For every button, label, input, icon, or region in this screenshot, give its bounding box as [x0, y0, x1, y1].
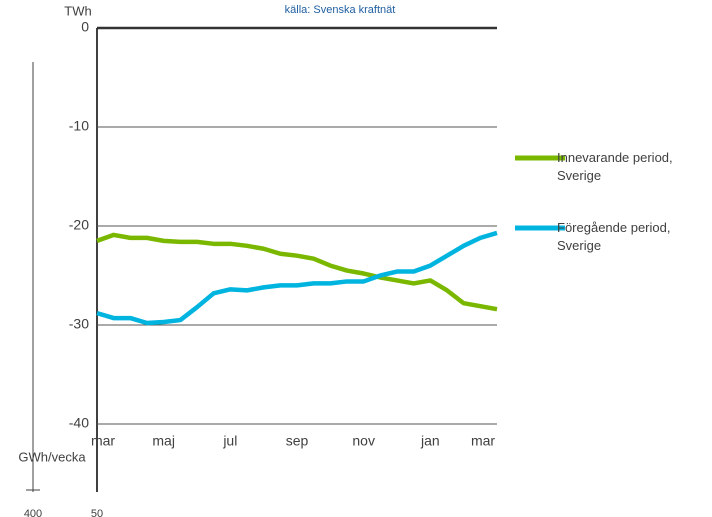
- y-tick-label: -20: [69, 217, 89, 233]
- x-tick-label: maj: [152, 433, 175, 449]
- x-tick-label: mar: [471, 433, 495, 449]
- legend-label: Innevarande period, Sverige: [557, 150, 673, 183]
- x-tick-label: jan: [420, 433, 440, 449]
- x-tick-label: jul: [222, 433, 237, 449]
- series-line: [96, 230, 498, 326]
- y-tick-label: -40: [69, 415, 89, 431]
- x-tick-label: mar: [91, 433, 115, 449]
- y2-axis-label: GWh/vecka: [18, 449, 86, 464]
- legend-label: Föregående period, Sverige: [557, 220, 671, 253]
- y-tick-label: -30: [69, 316, 89, 332]
- series-line: [96, 232, 498, 312]
- lower-tick-label: 50: [91, 508, 103, 517]
- x-tick-label: sep: [286, 433, 309, 449]
- x-tick-label: nov: [352, 433, 375, 449]
- y-tick-label: -10: [69, 118, 89, 134]
- lower-tick-label: 400: [24, 508, 42, 517]
- source: källa: Svenska kraftnät: [285, 4, 396, 16]
- y-axis-label: TWh: [64, 3, 91, 18]
- y-tick-label: 0: [81, 19, 89, 35]
